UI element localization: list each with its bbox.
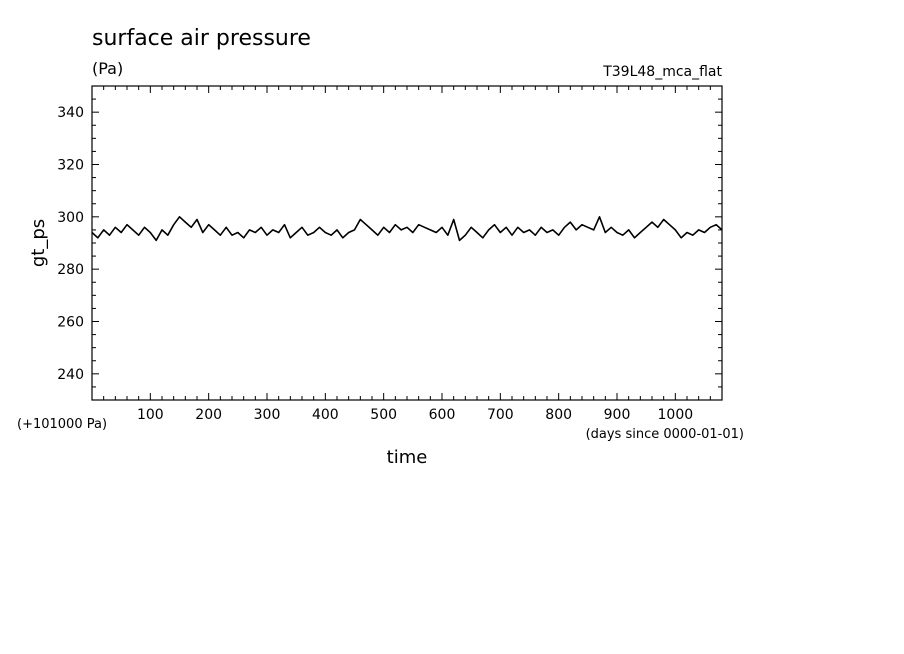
x-axis-tick-labels: 100 200 300 400 500 600 700 800 900 1000 — [137, 407, 693, 423]
x-tick-label: 700 — [487, 407, 514, 423]
x-tick-label: 800 — [545, 407, 572, 423]
y-tick-label: 320 — [57, 158, 84, 174]
x-tick-label: 200 — [195, 407, 222, 423]
chart-unit: (Pa) — [92, 59, 123, 78]
x-tick-label: 400 — [312, 407, 339, 423]
plot-frame — [91, 85, 723, 401]
run-label: T39L48_mca_flat — [602, 64, 722, 80]
y-tick-label: 280 — [57, 262, 84, 278]
y-tick-label: 240 — [57, 367, 84, 383]
y-tick-label: 260 — [57, 315, 84, 331]
chart-title: surface air pressure — [92, 26, 311, 51]
x-tick-label: 300 — [254, 407, 281, 423]
y-axis-label: gt_ps — [28, 219, 49, 267]
x-axis-label: time — [387, 447, 428, 468]
y-axis-tick-labels: 240 260 280 300 320 340 — [57, 105, 84, 383]
series-line-gt-ps — [91, 216, 723, 242]
y-offset-label: (+101000 Pa) — [17, 417, 107, 432]
y-tick-label: 340 — [57, 105, 84, 121]
y-axis-ticks — [92, 98, 722, 388]
x-axis-ticks — [103, 86, 711, 400]
x-tick-label: 500 — [370, 407, 397, 423]
x-tick-label: 600 — [429, 407, 456, 423]
x-tick-label: 900 — [604, 407, 631, 423]
y-tick-label: 300 — [57, 210, 84, 226]
x-unit-label: (days since 0000-01-01) — [586, 427, 744, 442]
x-tick-label: 1000 — [658, 407, 694, 423]
x-tick-label: 100 — [137, 407, 164, 423]
